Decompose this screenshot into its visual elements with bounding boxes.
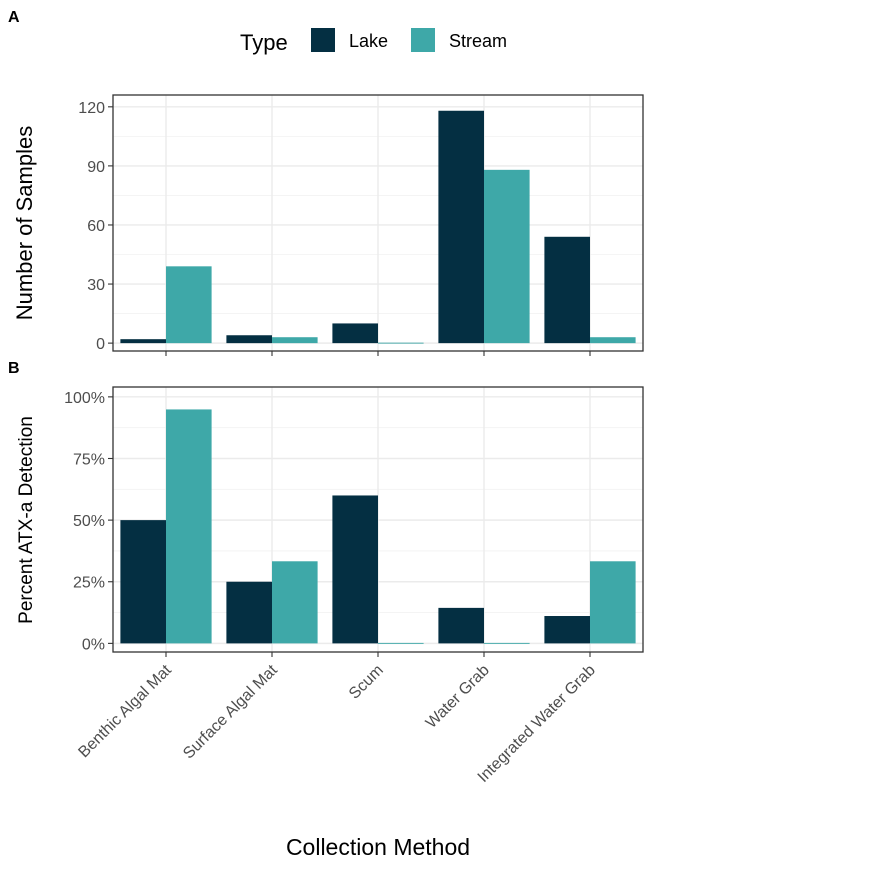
panel-b-bars xyxy=(120,409,636,644)
bar-stream xyxy=(166,409,212,644)
bar-lake xyxy=(544,616,590,644)
bar-lake xyxy=(120,520,166,644)
y-tick-label: 120 xyxy=(78,100,105,117)
panel-a-bars xyxy=(120,110,636,344)
y-tick-label: 25% xyxy=(73,575,105,592)
x-tick-label: Water Grab xyxy=(423,662,493,732)
panel-a-axis-ticks: 0 30 60 90 120 xyxy=(78,100,591,356)
legend-label-lake: Lake xyxy=(349,31,388,51)
panel-a-y-axis-title: Number of Samples xyxy=(12,126,37,320)
bar-stream xyxy=(378,642,424,644)
y-tick-label: 30 xyxy=(87,277,105,294)
bar-stream xyxy=(590,561,636,644)
bar-lake xyxy=(438,607,484,644)
x-axis-title: Collection Method xyxy=(286,834,470,860)
y-tick-label: 60 xyxy=(87,218,105,235)
bar-stream xyxy=(484,642,530,644)
bar-lake xyxy=(332,323,378,344)
y-tick-label: 50% xyxy=(73,513,105,530)
bar-lake xyxy=(120,339,166,344)
y-tick-label: 75% xyxy=(73,451,105,468)
bar-lake xyxy=(544,236,590,344)
bar-stream xyxy=(484,169,530,344)
x-tick-label: Benthic Algal Mat xyxy=(75,661,175,761)
y-tick-label: 0 xyxy=(96,336,105,353)
x-tick-label: Surface Algal Mat xyxy=(180,661,281,762)
x-category-labels: Benthic Algal Mat Surface Algal Mat Scum Wa… xyxy=(75,661,599,786)
legend-swatch-stream xyxy=(411,28,435,52)
x-tick-label: Scum xyxy=(346,662,387,703)
bar-lake xyxy=(226,581,272,644)
bar-stream xyxy=(590,337,636,344)
bar-lake xyxy=(226,335,272,344)
legend-swatch-lake xyxy=(311,28,335,52)
bar-stream xyxy=(272,561,318,644)
panel-b-y-axis-title: Percent ATX-a Detection xyxy=(16,416,37,624)
y-tick-label: 100% xyxy=(64,390,105,407)
legend-title: Type xyxy=(240,30,288,55)
bar-stream xyxy=(272,337,318,344)
y-tick-label: 0% xyxy=(82,636,105,653)
bar-lake xyxy=(438,110,484,344)
legend-label-stream: Stream xyxy=(449,31,507,51)
bar-stream xyxy=(166,266,212,344)
panel-b: 0%25%50%75%100% Percent ATX-a Detection … xyxy=(16,386,644,786)
x-tick-label: Integrated Water Grab xyxy=(475,662,599,786)
panel-label-a: A xyxy=(8,9,20,26)
panel-a: 0 30 60 90 120 Number of Samples xyxy=(12,94,644,356)
bar-stream xyxy=(378,342,424,344)
y-tick-label: 90 xyxy=(87,159,105,176)
panel-label-b: B xyxy=(8,360,20,377)
bar-lake xyxy=(332,495,378,644)
panel-b-axis-ticks: 0% 25% 50% 75% 100% xyxy=(64,390,591,657)
legend: Type Lake Stream xyxy=(240,28,507,55)
